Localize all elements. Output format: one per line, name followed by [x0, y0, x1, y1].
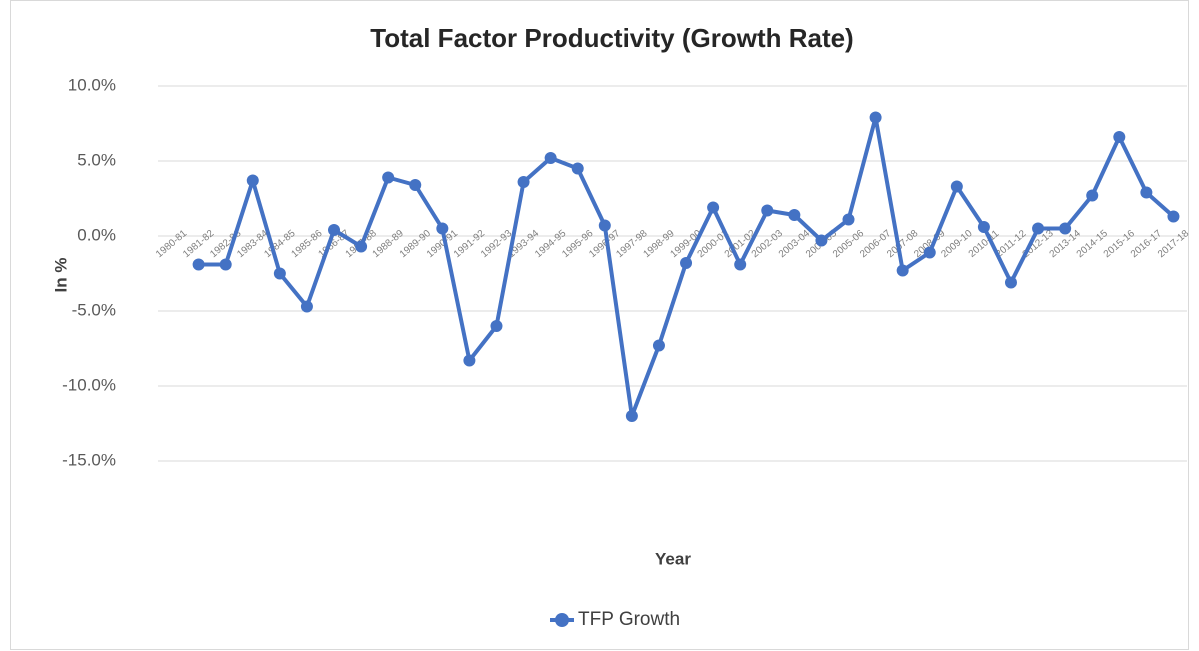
- data-point: [463, 354, 476, 367]
- data-point: [1113, 131, 1126, 143]
- data-point: [382, 171, 395, 184]
- data-point: [1032, 222, 1045, 235]
- data-point: [896, 264, 909, 277]
- y-tick-label: -15.0%: [62, 450, 116, 469]
- data-point: [598, 219, 611, 232]
- data-point: [950, 180, 963, 193]
- data-point: [707, 201, 720, 214]
- data-point: [544, 152, 557, 164]
- y-tick-label: -10.0%: [62, 375, 116, 394]
- legend-label: TFP Growth: [578, 609, 680, 630]
- data-point: [1167, 210, 1180, 223]
- data-point: [273, 267, 286, 280]
- y-axis-title: In %: [51, 258, 70, 293]
- data-point: [355, 240, 368, 253]
- data-point: [436, 222, 449, 235]
- data-point: [409, 179, 422, 191]
- chart-border: [10, 0, 1189, 650]
- data-point: [761, 204, 774, 217]
- data-point: [652, 339, 665, 352]
- data-point: [490, 320, 503, 332]
- data-point: [869, 111, 882, 124]
- data-point: [246, 174, 259, 187]
- data-point: [734, 258, 747, 271]
- data-point: [1086, 189, 1099, 202]
- y-tick-label: 0.0%: [77, 225, 116, 244]
- x-axis-title: Year: [655, 549, 691, 568]
- chart-title: Total Factor Productivity (Growth Rate): [370, 23, 853, 53]
- data-point: [788, 209, 801, 221]
- y-tick-label: 10.0%: [68, 75, 116, 94]
- data-point: [300, 300, 313, 313]
- data-point: [571, 162, 584, 175]
- data-point: [1059, 222, 1072, 235]
- y-tick-label: 5.0%: [77, 150, 116, 169]
- data-point: [680, 257, 693, 269]
- data-point: [1004, 276, 1017, 289]
- data-point: [625, 410, 638, 422]
- data-point: [977, 221, 990, 233]
- data-point: [842, 213, 855, 226]
- data-point: [328, 224, 341, 236]
- data-point: [517, 176, 530, 188]
- data-point: [219, 258, 232, 271]
- data-point: [1140, 186, 1153, 199]
- data-point: [923, 246, 936, 259]
- data-point: [192, 258, 205, 271]
- legend-marker: [555, 613, 569, 627]
- data-point: [815, 234, 828, 247]
- y-tick-label: -5.0%: [72, 300, 116, 319]
